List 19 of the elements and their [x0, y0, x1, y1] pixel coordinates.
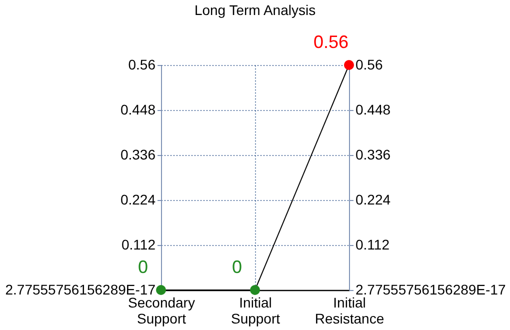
y2-tick-label: 0.336	[356, 146, 391, 162]
x-tick-label: Initial Support	[230, 294, 280, 326]
y-tick-label: 0.448	[120, 102, 156, 118]
y2-tick-label: 0.56	[356, 56, 383, 72]
data-label: 0.56	[313, 32, 349, 52]
y2-tick-label: 0.448	[356, 102, 391, 118]
data-label: 0	[232, 257, 242, 277]
y-tick-label: 2.77555756156289E-17	[5, 282, 156, 298]
y2-tick-label: 0.112	[356, 236, 390, 252]
y2-tick-label: 0.224	[356, 192, 391, 208]
y-tick-label: 0.112	[122, 236, 156, 252]
chart-title: Long Term Analysis	[194, 2, 316, 18]
data-label: 0	[138, 257, 148, 277]
y-tick-label: 0.56	[128, 56, 156, 72]
y-tick-label: 0.224	[120, 192, 156, 208]
y-tick-label: 0.336	[120, 146, 156, 162]
x-tick-label: Initial Resistance	[314, 294, 384, 326]
y2-tick-label: 2.77555756156289E-17	[356, 282, 506, 298]
x-tick-label: Secondary Support	[128, 294, 195, 326]
